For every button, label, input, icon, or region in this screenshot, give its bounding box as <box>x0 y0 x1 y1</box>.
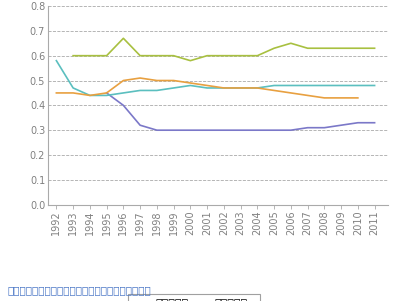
Legend: エチオピア, ケニア, 南アフリカ, ナイジェリア: エチオピア, ケニア, 南アフリカ, ナイジェリア <box>128 294 260 301</box>
Text: 資料：世界銀行データベースから経済産業省作成。: 資料：世界銀行データベースから経済産業省作成。 <box>8 285 152 295</box>
